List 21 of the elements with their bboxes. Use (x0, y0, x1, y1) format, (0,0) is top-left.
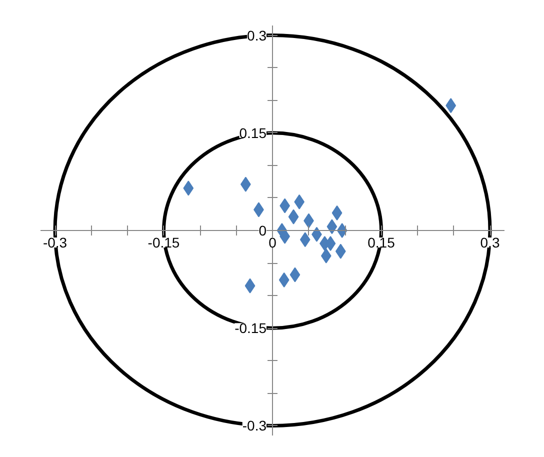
x-tick-label: 0 (268, 234, 277, 250)
y-tick-label: 0.3 (247, 27, 267, 44)
point (446, 98, 456, 114)
point (244, 278, 256, 294)
y-tick-label: 0 (258, 222, 267, 238)
point (335, 244, 346, 259)
point (288, 209, 299, 224)
y-tick-label: -0.3 (242, 418, 267, 434)
x-tick-label: 0.15 (368, 234, 396, 250)
point (300, 232, 310, 248)
point (183, 180, 194, 196)
x-tick-label: 0.3 (480, 234, 500, 250)
y-tick-label: -0.15 (234, 320, 267, 336)
point (332, 205, 342, 220)
x-tick-label: -0.3 (42, 234, 68, 250)
point (278, 272, 290, 288)
x-tick-label: -0.15 (148, 234, 180, 250)
point (290, 267, 300, 282)
y-tick-label: 0.15 (239, 124, 267, 141)
point (326, 219, 338, 234)
point (320, 248, 332, 264)
